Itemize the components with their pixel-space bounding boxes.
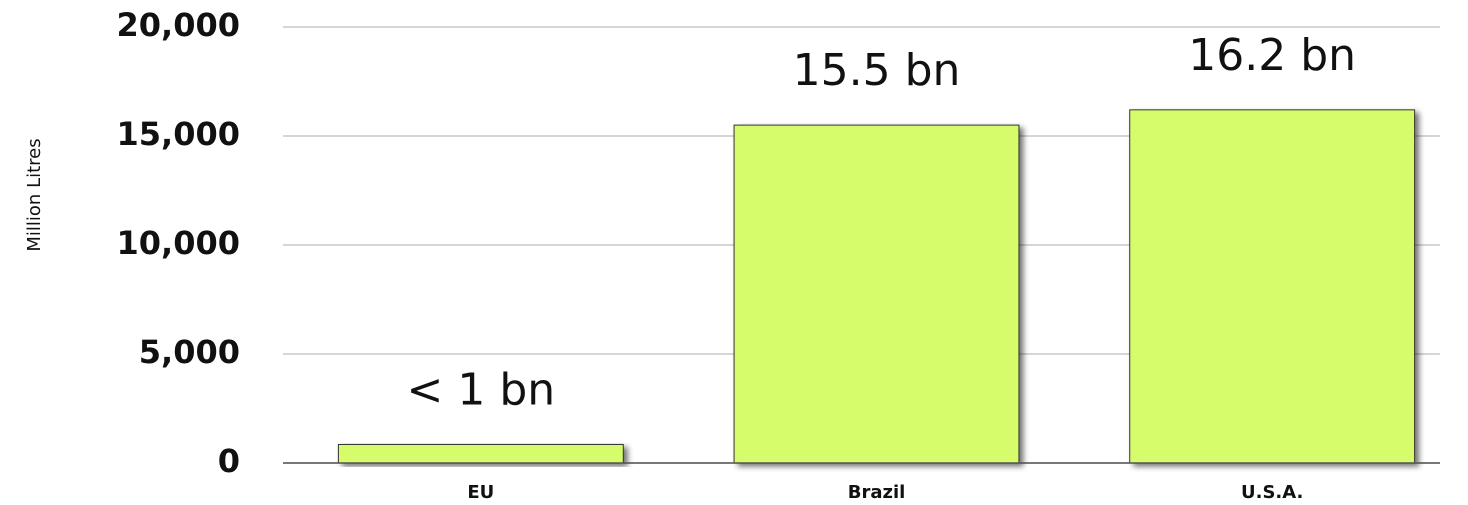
- bar: [337, 443, 624, 464]
- y-tick-label: 5,000: [139, 333, 240, 371]
- y-tick-label: 10,000: [117, 224, 240, 262]
- x-tick-label: Brazil: [848, 482, 906, 503]
- value-label: 16.2 bn: [1188, 30, 1356, 81]
- y-tick-label: 0: [218, 442, 240, 480]
- y-axis-label: Million Litres: [24, 138, 45, 251]
- bar: [1129, 109, 1416, 464]
- bar: [733, 124, 1020, 464]
- x-tick-label: EU: [467, 482, 494, 503]
- y-tick-label: 15,000: [117, 115, 240, 153]
- value-label: 15.5 bn: [793, 45, 961, 96]
- y-tick-label: 20,000: [117, 6, 240, 44]
- value-label: < 1 bn: [407, 364, 556, 415]
- x-tick-label: U.S.A.: [1241, 482, 1303, 503]
